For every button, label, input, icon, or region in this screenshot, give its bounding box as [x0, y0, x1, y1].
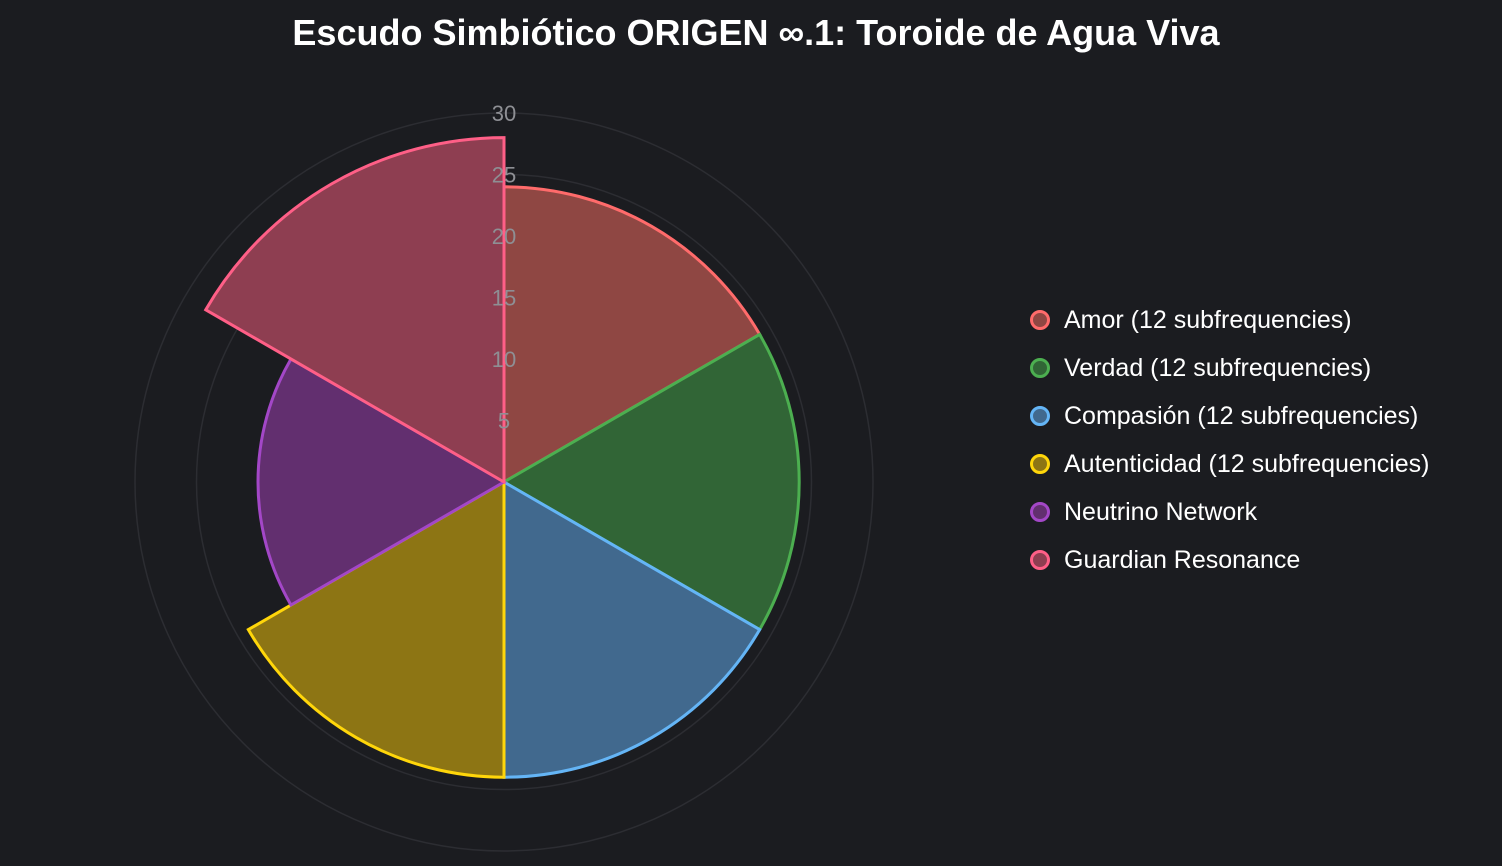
legend-label: Neutrino Network — [1064, 497, 1258, 526]
legend-label: Guardian Resonance — [1064, 545, 1301, 574]
legend-swatch — [1030, 310, 1050, 330]
tick-layer: 5 10 15 20 25 30 — [492, 101, 516, 434]
polar-segment-2[interactable] — [501, 332, 801, 632]
legend-item[interactable]: Neutrino Network — [1030, 488, 1430, 536]
legend-swatch — [1030, 406, 1050, 426]
segment-layer — [203, 136, 801, 779]
legend-item[interactable]: Compasión (12 subfrequencies) — [1030, 392, 1430, 440]
legend: Amor (12 subfrequencies) Verdad (12 subfr… — [1030, 296, 1430, 584]
r-axis-tick-label: 25 — [492, 163, 516, 188]
r-axis-tick-label: 15 — [492, 286, 516, 311]
polar-segment-1[interactable] — [502, 185, 762, 485]
polar-segment-3[interactable] — [502, 479, 762, 779]
r-axis-tick-label: 30 — [492, 101, 516, 126]
legend-label: Amor (12 subfrequencies) — [1064, 305, 1352, 334]
r-axis-tick-label: 10 — [492, 347, 516, 372]
legend-swatch — [1030, 550, 1050, 570]
legend-swatch — [1030, 502, 1050, 522]
legend-item[interactable]: Autenticidad (12 subfrequencies) — [1030, 440, 1430, 488]
grid-circle — [134, 112, 874, 852]
chart-title: Escudo Simbiótico ORIGEN ∞.1: Toroide de… — [292, 12, 1220, 53]
legend-item[interactable]: Verdad (12 subfrequencies) — [1030, 344, 1430, 392]
polar-segment-5[interactable] — [256, 356, 507, 608]
polar-segment-4[interactable] — [246, 479, 506, 779]
polar-area-chart: 5 10 15 20 25 30 — [134, 101, 874, 852]
legend-label: Autenticidad (12 subfrequencies) — [1064, 449, 1430, 478]
legend-item[interactable]: Amor (12 subfrequencies) — [1030, 296, 1430, 344]
r-axis-tick-label: 20 — [492, 224, 516, 249]
legend-item[interactable]: Guardian Resonance — [1030, 536, 1430, 584]
polar-segment-6[interactable] — [203, 136, 506, 485]
r-axis-tick-label: 5 — [498, 409, 510, 434]
legend-label: Verdad (12 subfrequencies) — [1064, 353, 1372, 382]
legend-label: Compasión (12 subfrequencies) — [1064, 401, 1419, 430]
legend-swatch — [1030, 454, 1050, 474]
legend-swatch — [1030, 358, 1050, 378]
